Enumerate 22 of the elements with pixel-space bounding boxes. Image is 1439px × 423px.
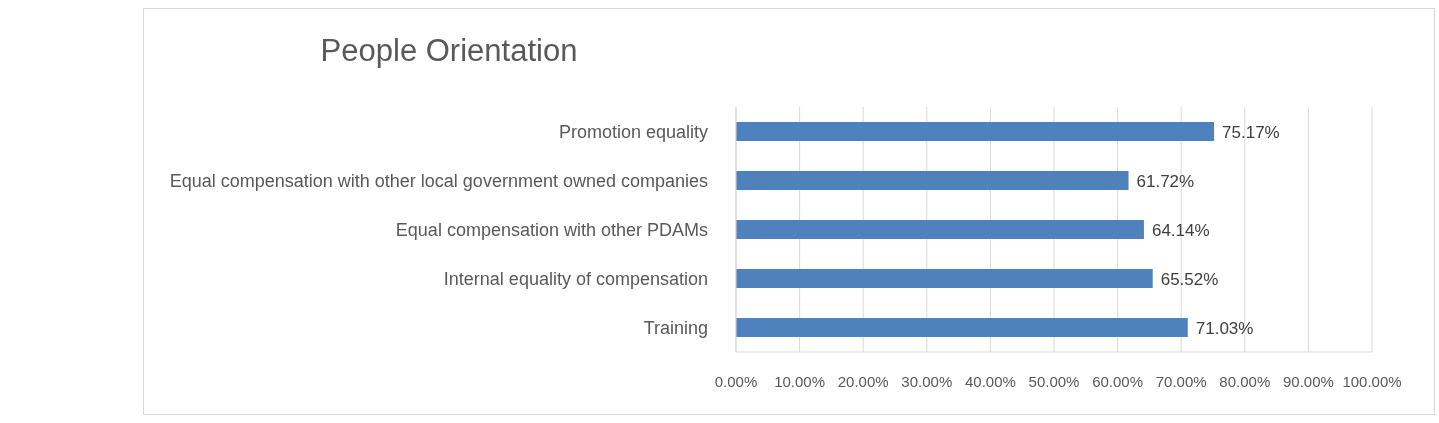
- x-tick-label: 30.00%: [901, 372, 953, 390]
- y-tick-label: Equal compensation with other local government owned companies: [169, 170, 708, 191]
- y-tick-label: Equal compensation with other PDAMs: [395, 219, 708, 240]
- x-tick-label: 100.00%: [1342, 372, 1402, 390]
- y-tick-label: Promotion equality: [558, 121, 708, 142]
- x-tick-label: 60.00%: [1092, 372, 1144, 390]
- x-tick-label: 70.00%: [1155, 372, 1207, 390]
- data-label: 71.03%: [1195, 318, 1254, 338]
- y-tick-label: Training: [643, 317, 708, 338]
- y-tick-label: Internal equality of compensation: [443, 268, 708, 289]
- x-tick-label: 20.00%: [837, 372, 889, 390]
- x-tick-label: 10.00%: [774, 372, 826, 390]
- text: People Orientation: [319, 33, 579, 69]
- x-tick-label: 90.00%: [1282, 372, 1334, 390]
- x-tick-label: 40.00%: [964, 372, 1016, 390]
- x-tick-label: 0.00%: [714, 372, 758, 390]
- data-label: 61.72%: [1136, 171, 1195, 191]
- data-label: 75.17%: [1222, 122, 1280, 142]
- data-label: 65.52%: [1160, 269, 1219, 289]
- data-label: 64.14%: [1151, 220, 1210, 240]
- x-tick-label: 80.00%: [1219, 372, 1271, 390]
- x-tick-label: 50.00%: [1028, 372, 1080, 390]
